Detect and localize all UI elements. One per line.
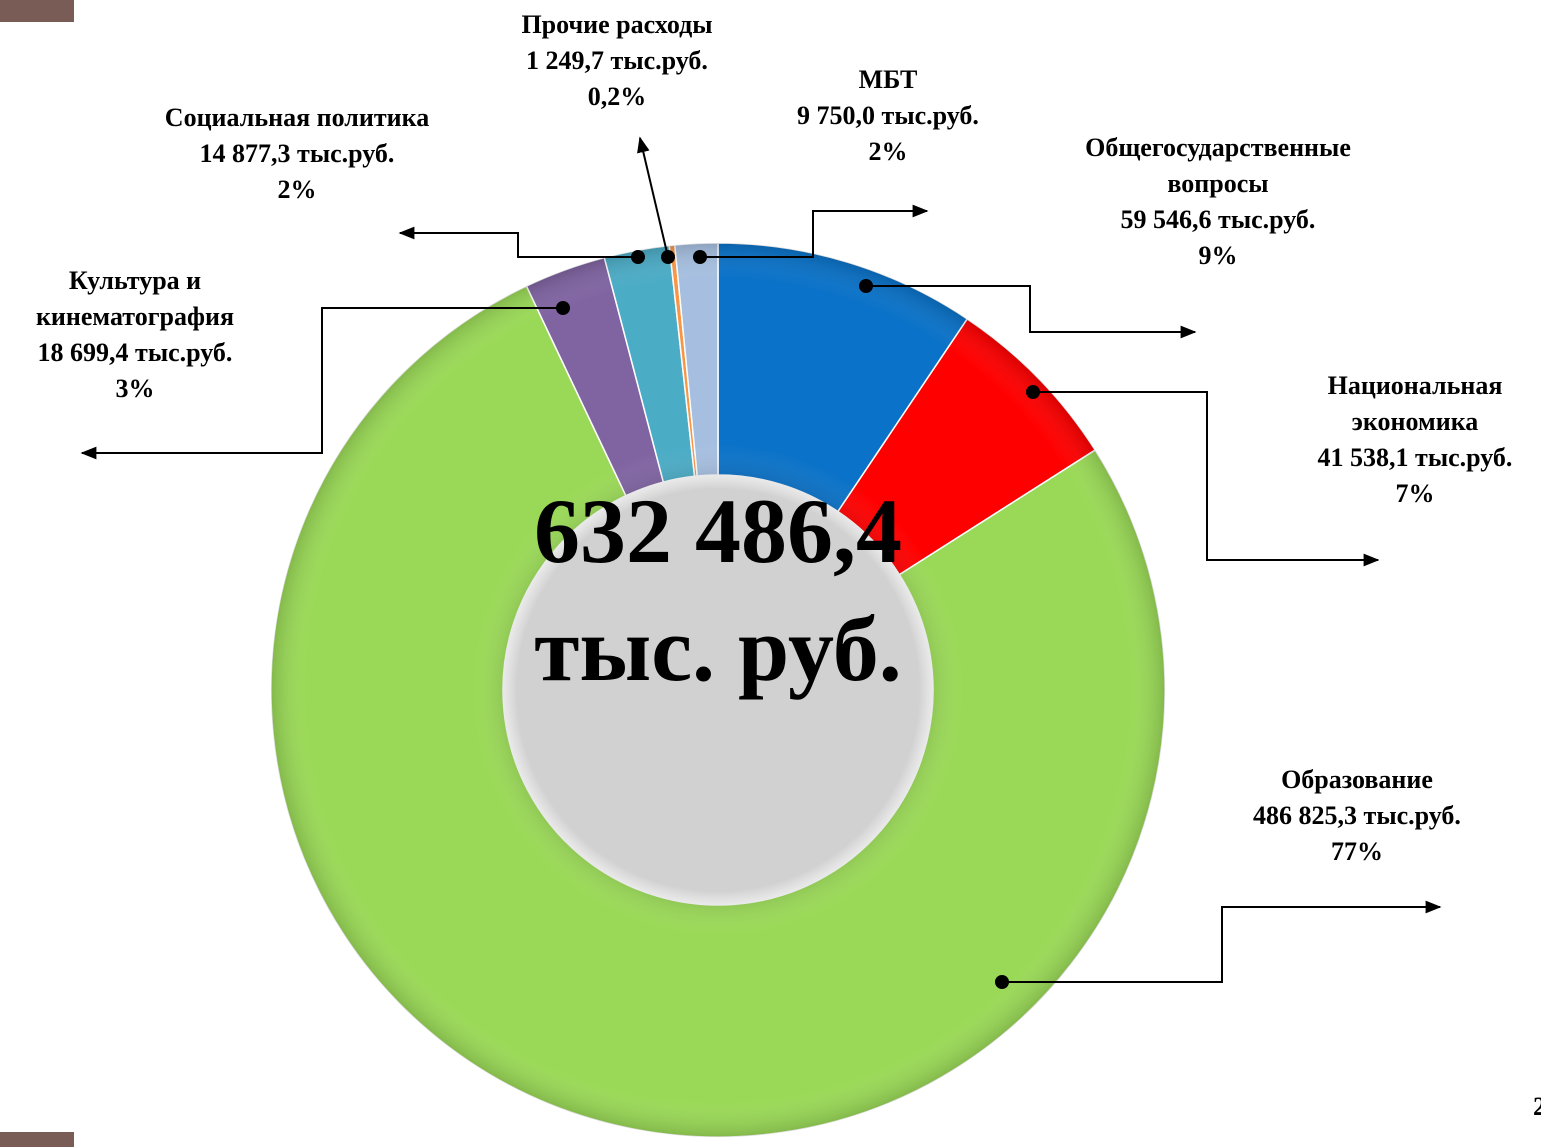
- page-number: 2: [1533, 1092, 1541, 1121]
- corner-decoration: [0, 1132, 74, 1147]
- percent-label: 2%: [87, 172, 507, 208]
- percent-label: 9%: [1053, 238, 1383, 274]
- percent-label: 2%: [738, 134, 1038, 170]
- leader-line: [640, 138, 668, 257]
- value-label: 14 877,3 тыс.руб.: [87, 136, 507, 172]
- value-label: 9 750,0 тыс.руб.: [738, 98, 1038, 134]
- value-label: 18 699,4 тыс.руб.: [10, 335, 260, 371]
- category-name: Социальная политика: [87, 100, 507, 136]
- leader-line: [400, 233, 638, 257]
- percent-label: 7%: [1300, 476, 1530, 512]
- value-label: 1 249,7 тыс.руб.: [467, 43, 767, 79]
- page: 2 632 486,4 тыс. руб. (() => { const dat…: [0, 0, 1541, 1147]
- percent-label: 77%: [1197, 834, 1517, 870]
- leader-dot: [556, 301, 570, 315]
- category-name: Общегосударственные вопросы: [1053, 130, 1383, 202]
- category-name: Национальная экономика: [1300, 368, 1530, 440]
- center-label: 632 486,4 тыс. руб.: [534, 472, 902, 708]
- category-name: Прочие расходы: [467, 7, 767, 43]
- corner-decoration: [0, 0, 74, 22]
- leader-dot: [693, 250, 707, 264]
- center-unit: тыс. руб.: [534, 590, 902, 708]
- category-name: МБТ: [738, 62, 1038, 98]
- leader-dot: [631, 250, 645, 264]
- percent-label: 3%: [10, 371, 260, 407]
- leader-dot: [661, 250, 675, 264]
- value-label: 486 825,3 тыс.руб.: [1197, 798, 1517, 834]
- leader-dot: [859, 279, 873, 293]
- category-name: Образование: [1197, 762, 1517, 798]
- leader-dot: [1026, 385, 1040, 399]
- leader-dot: [995, 975, 1009, 989]
- value-label: 41 538,1 тыс.руб.: [1300, 440, 1530, 476]
- value-label: 59 546,6 тыс.руб.: [1053, 202, 1383, 238]
- center-total: 632 486,4: [534, 472, 902, 590]
- category-name: Культура и кинематография: [10, 263, 260, 335]
- percent-label: 0,2%: [467, 79, 767, 115]
